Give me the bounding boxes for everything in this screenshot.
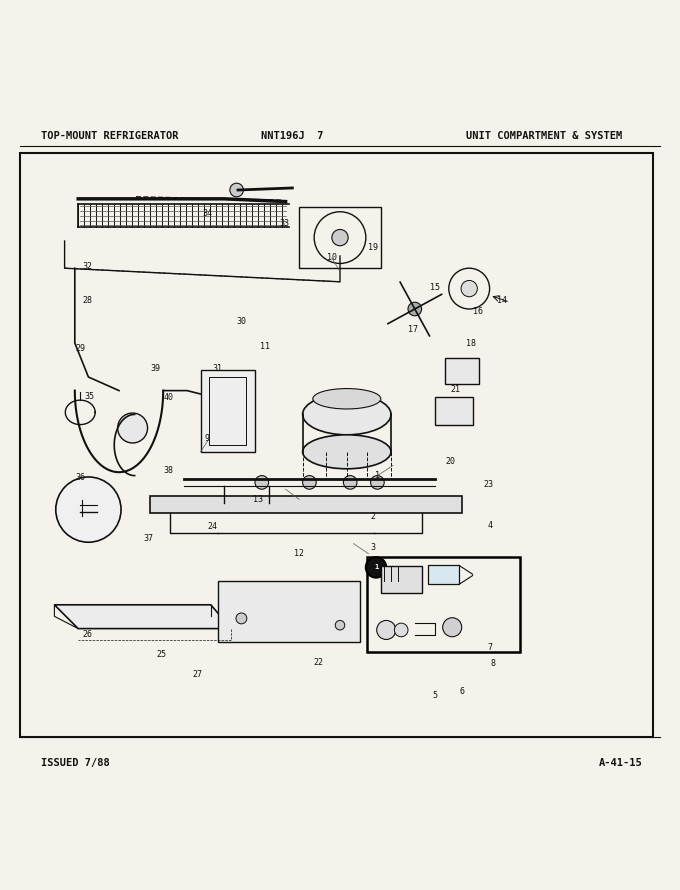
Text: 12: 12 xyxy=(294,549,304,558)
Text: 23: 23 xyxy=(483,480,493,489)
Bar xyxy=(209,377,246,445)
Circle shape xyxy=(332,230,348,246)
Text: 5: 5 xyxy=(432,691,438,700)
Bar xyxy=(20,152,653,738)
Text: 2: 2 xyxy=(370,512,375,521)
Text: 7: 7 xyxy=(487,643,492,652)
Text: 10: 10 xyxy=(327,254,337,263)
Bar xyxy=(150,496,462,513)
Text: 38: 38 xyxy=(164,466,173,475)
Text: 16: 16 xyxy=(473,306,483,316)
Bar xyxy=(428,565,459,585)
Circle shape xyxy=(377,620,396,640)
Circle shape xyxy=(230,183,243,197)
Bar xyxy=(381,566,422,594)
Text: 30: 30 xyxy=(237,317,246,326)
Text: 34: 34 xyxy=(203,209,212,218)
Text: 6: 6 xyxy=(460,687,465,696)
Text: 36: 36 xyxy=(75,473,85,482)
Text: 17: 17 xyxy=(409,325,418,334)
Circle shape xyxy=(343,475,357,490)
Circle shape xyxy=(335,620,345,630)
Ellipse shape xyxy=(303,394,391,435)
Circle shape xyxy=(255,475,269,490)
Text: 11: 11 xyxy=(260,342,270,351)
Circle shape xyxy=(394,623,408,636)
Text: 20: 20 xyxy=(445,457,455,466)
Text: 25: 25 xyxy=(157,650,167,659)
Circle shape xyxy=(303,475,316,490)
Text: 27: 27 xyxy=(192,670,202,679)
Circle shape xyxy=(366,557,386,578)
Text: 1: 1 xyxy=(374,564,378,570)
Circle shape xyxy=(443,618,462,636)
Text: 29: 29 xyxy=(75,344,85,353)
Bar xyxy=(201,370,255,452)
Text: 28: 28 xyxy=(82,296,92,305)
Bar xyxy=(299,207,381,268)
Text: 31: 31 xyxy=(213,364,222,373)
Text: 8: 8 xyxy=(490,659,496,668)
Text: 24: 24 xyxy=(207,522,217,531)
Text: 15: 15 xyxy=(430,283,440,292)
Circle shape xyxy=(408,303,422,316)
Polygon shape xyxy=(54,605,231,628)
Text: 1: 1 xyxy=(375,471,380,480)
Text: 22: 22 xyxy=(313,658,323,668)
Circle shape xyxy=(118,413,148,443)
Bar xyxy=(435,398,473,425)
Text: 14: 14 xyxy=(497,296,507,305)
Bar xyxy=(367,557,520,652)
Text: UNIT COMPARTMENT & SYSTEM: UNIT COMPARTMENT & SYSTEM xyxy=(466,131,622,141)
Text: 18: 18 xyxy=(466,338,476,347)
Text: 9: 9 xyxy=(205,433,210,442)
Text: 40: 40 xyxy=(164,392,173,402)
Text: 19: 19 xyxy=(368,243,377,252)
Text: 37: 37 xyxy=(143,534,153,543)
Ellipse shape xyxy=(313,389,381,409)
Text: 33: 33 xyxy=(279,220,289,229)
Text: TOP-MOUNT REFRIGERATOR: TOP-MOUNT REFRIGERATOR xyxy=(41,131,178,141)
Text: NNT196J  7: NNT196J 7 xyxy=(261,131,324,141)
Text: 32: 32 xyxy=(82,263,92,271)
Text: 3: 3 xyxy=(370,543,375,552)
Circle shape xyxy=(371,475,384,490)
Ellipse shape xyxy=(303,435,391,469)
Bar xyxy=(218,581,360,643)
Text: 26: 26 xyxy=(82,629,92,638)
Text: 39: 39 xyxy=(150,364,160,373)
Circle shape xyxy=(236,613,247,624)
Circle shape xyxy=(461,280,477,296)
Text: A-41-15: A-41-15 xyxy=(598,758,642,768)
Text: ISSUED 7/88: ISSUED 7/88 xyxy=(41,758,109,768)
Text: 13: 13 xyxy=(254,495,263,504)
Circle shape xyxy=(56,477,121,542)
Bar xyxy=(445,358,479,384)
Text: 35: 35 xyxy=(85,392,95,401)
Text: 4: 4 xyxy=(487,521,492,530)
Text: 21: 21 xyxy=(451,384,460,393)
